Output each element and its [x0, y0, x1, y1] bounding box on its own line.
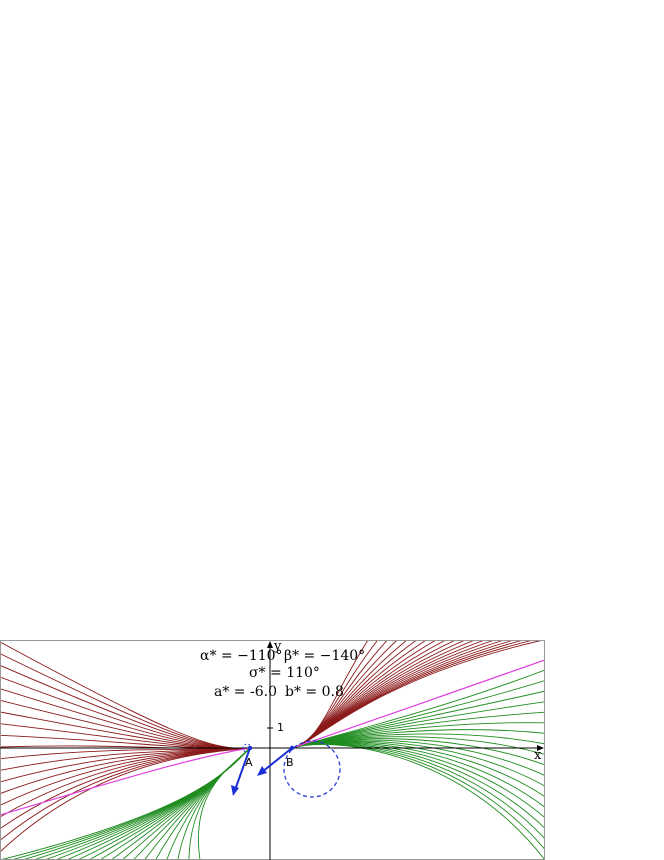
- y-axis-arrow-icon: [267, 641, 273, 648]
- right-lower-curve: [291, 744, 545, 860]
- left-lower-curve: [144, 747, 251, 860]
- x-axis-arrow-icon: [537, 745, 544, 751]
- y-axis-label: y: [274, 639, 282, 654]
- left-highlight-curve: [0, 747, 251, 816]
- right-highlight-curve: [291, 659, 545, 749]
- y-tick-label: 1: [277, 721, 284, 734]
- right-lower-curve: [291, 741, 545, 798]
- point-a[interactable]: [247, 745, 253, 751]
- left-lower-curve: [66, 747, 251, 860]
- right-upper-curve: [291, 640, 544, 749]
- left-lower-curve: [121, 747, 251, 860]
- left-upper-curve: [0, 653, 251, 749]
- right-lower-curve: [291, 743, 545, 840]
- param-a: a* = -6.0: [214, 684, 277, 700]
- curve-family-figure: x y 1 A B α* = −110° β* = −140° σ* = 110…: [0, 640, 545, 860]
- left-lower-curve: [188, 747, 251, 860]
- param-sigma: σ* = 110°: [249, 665, 320, 681]
- curve-families: [0, 640, 545, 860]
- left-upper-curve: [0, 747, 251, 853]
- point-b[interactable]: [289, 745, 295, 751]
- param-alpha: α* = −110°: [200, 648, 283, 664]
- x-axis-label: x: [534, 748, 542, 763]
- param-b: b* = 0.8: [285, 684, 344, 700]
- right-lower-curve: [291, 743, 545, 850]
- vector-a-arrow-icon: [231, 747, 251, 796]
- right-lower-curve: [291, 743, 545, 829]
- point-b-label: B: [286, 756, 294, 769]
- vector-b-arrow-icon: [257, 747, 293, 776]
- right-lower-curve: [291, 742, 545, 819]
- left-lower-curve: [177, 747, 251, 860]
- point-a-label: A: [245, 756, 253, 769]
- param-beta: β* = −140°: [284, 648, 366, 664]
- right-lower-curve: [291, 669, 545, 749]
- left-upper-curve: [0, 747, 251, 783]
- left-lower-curve: [22, 747, 251, 860]
- left-lower-curve: [110, 747, 251, 860]
- plot-canvas: [0, 640, 545, 860]
- left-lower-curve: [198, 747, 251, 860]
- point-b-circle: [283, 740, 341, 798]
